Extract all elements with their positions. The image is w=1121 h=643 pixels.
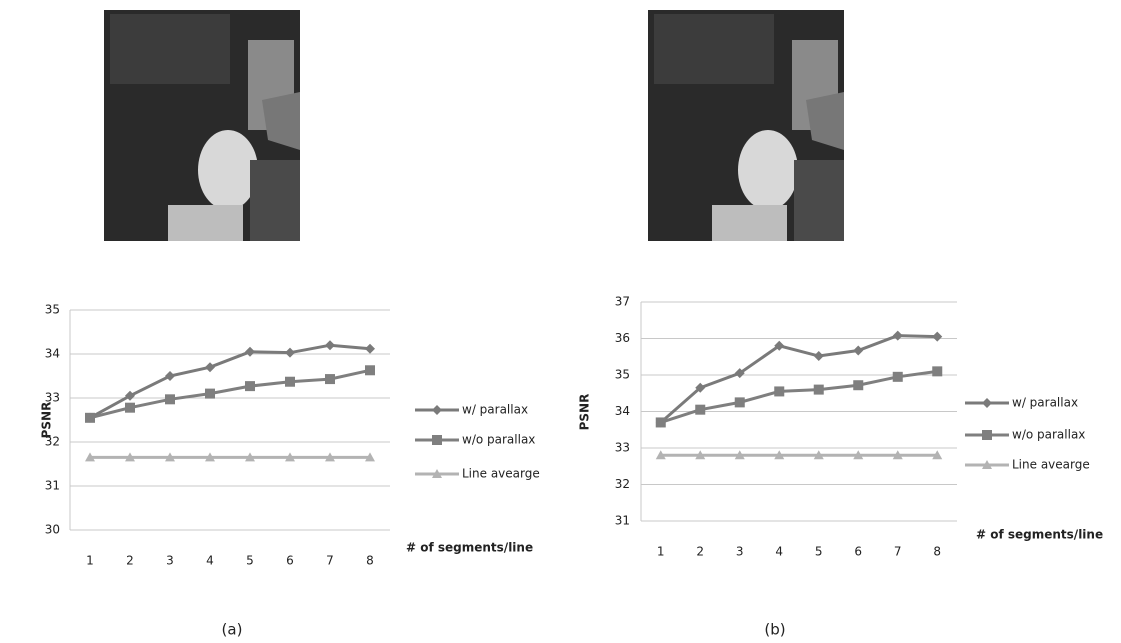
photo <box>104 10 300 241</box>
data-point <box>85 413 95 423</box>
x-tick-label: 7 <box>894 545 902 559</box>
x-tick-label: 8 <box>366 554 374 568</box>
data-point <box>245 347 255 357</box>
data-point <box>205 389 215 399</box>
y-tick-label: 36 <box>615 331 630 345</box>
x-axis-title: # of segments/line <box>976 528 1103 542</box>
x-tick-label: 7 <box>326 554 334 568</box>
data-point <box>205 362 215 372</box>
data-point <box>853 380 863 390</box>
data-point <box>325 340 335 350</box>
data-point <box>774 386 784 396</box>
data-point <box>165 371 175 381</box>
x-tick-label: 4 <box>206 554 214 568</box>
y-tick-label: 33 <box>615 441 630 455</box>
legend-label: Line avearge <box>1012 458 1090 472</box>
x-tick-label: 8 <box>933 545 941 559</box>
data-point <box>814 351 824 361</box>
x-tick-label: 2 <box>126 554 134 568</box>
legend-marker <box>432 435 442 445</box>
x-tick-label: 2 <box>696 545 704 559</box>
y-axis-title: PSNR <box>40 402 54 439</box>
legend-label: w/o parallax <box>462 433 535 447</box>
y-tick-label: 34 <box>45 347 60 361</box>
data-point <box>735 397 745 407</box>
y-tick-label: 34 <box>615 404 630 418</box>
data-point <box>932 332 942 342</box>
x-tick-label: 6 <box>854 545 862 559</box>
y-tick-label: 31 <box>45 479 60 493</box>
legend-marker <box>982 398 992 408</box>
photo <box>648 10 844 241</box>
legend-label: w/o parallax <box>1012 428 1085 442</box>
legend-label: w/ parallax <box>462 403 528 417</box>
data-point <box>365 365 375 375</box>
x-tick-label: 4 <box>775 545 783 559</box>
y-tick-label: 32 <box>615 477 630 491</box>
legend-label: Line avearge <box>462 467 540 481</box>
caption: (b) <box>764 621 785 639</box>
data-point <box>893 331 903 341</box>
y-tick-label: 31 <box>615 514 630 528</box>
data-point <box>365 344 375 354</box>
x-tick-label: 1 <box>86 554 94 568</box>
data-point <box>656 417 666 427</box>
data-point <box>325 374 335 384</box>
legend-marker <box>982 430 992 440</box>
figure: 30313233343512345678# of segments/linePS… <box>0 0 1121 639</box>
data-point <box>932 366 942 376</box>
data-point <box>893 372 903 382</box>
data-point <box>245 381 255 391</box>
x-axis-title: # of segments/line <box>406 541 533 555</box>
data-point <box>125 403 135 413</box>
data-point <box>853 346 863 356</box>
data-point <box>814 385 824 395</box>
y-tick-label: 35 <box>45 303 60 317</box>
x-tick-label: 5 <box>246 554 254 568</box>
y-axis-title: PSNR <box>578 394 592 431</box>
legend-label: w/ parallax <box>1012 396 1078 410</box>
y-tick-label: 30 <box>45 523 60 537</box>
x-tick-label: 6 <box>286 554 294 568</box>
x-tick-label: 3 <box>736 545 744 559</box>
caption: (a) <box>222 621 243 639</box>
y-tick-label: 35 <box>615 368 630 382</box>
x-tick-label: 5 <box>815 545 823 559</box>
data-point <box>165 394 175 404</box>
data-point <box>285 377 295 387</box>
x-tick-label: 1 <box>657 545 665 559</box>
y-tick-label: 37 <box>615 295 630 309</box>
legend-marker <box>432 405 442 415</box>
data-point <box>695 405 705 415</box>
x-tick-label: 3 <box>166 554 174 568</box>
data-point <box>285 348 295 358</box>
